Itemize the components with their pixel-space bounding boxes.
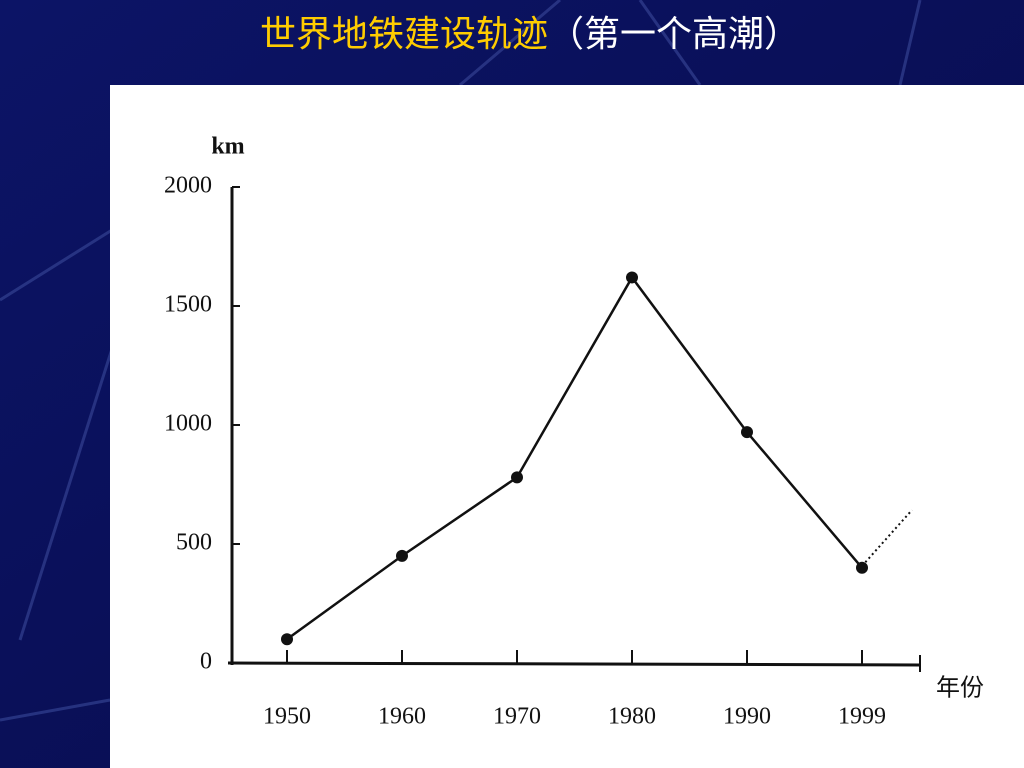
x-tick-label: 1990 <box>723 704 771 730</box>
point <box>396 549 408 562</box>
title-sub: （第一个高潮） <box>548 14 800 55</box>
title-main: 世界地铁建设轨迹 <box>260 14 548 55</box>
point <box>281 633 293 646</box>
x-tick-label: 1960 <box>378 704 426 730</box>
point <box>741 426 753 439</box>
point <box>511 471 523 484</box>
y-tick-label: 1500 <box>164 292 212 318</box>
chart-panel <box>110 85 1024 768</box>
slide-title: 世界地铁建设轨迹（第一个高潮） <box>260 14 800 55</box>
line <box>286 275 863 641</box>
y-tick-label: 1000 <box>164 411 212 437</box>
y-axis-label: km <box>211 134 244 160</box>
x-tick-label: 1980 <box>608 704 656 730</box>
x-axis-label: 年份 <box>936 675 984 702</box>
x-tick-label: 1950 <box>263 704 311 730</box>
x-tick-label: 1970 <box>493 704 541 730</box>
point <box>856 561 868 574</box>
y-tick-label: 2000 <box>164 173 212 199</box>
y-tick-label: 500 <box>176 530 212 556</box>
x-axis <box>227 661 921 667</box>
y-tick-label: 0 <box>200 649 212 675</box>
x-tick-label: 1999 <box>838 704 886 730</box>
point <box>626 271 638 284</box>
